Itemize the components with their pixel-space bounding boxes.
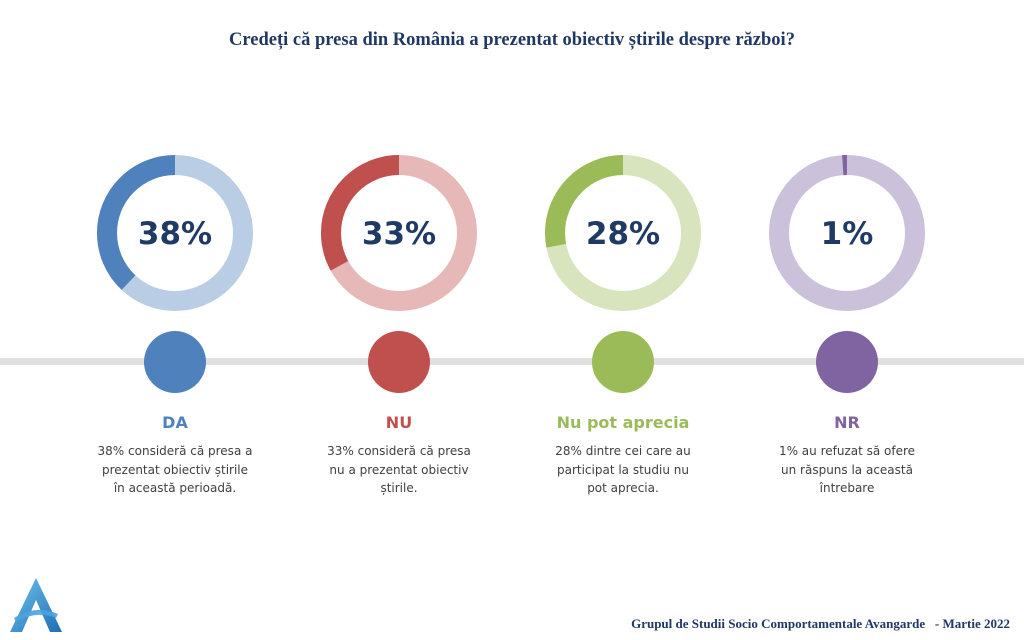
description-line: întrebare [819, 481, 875, 495]
donut-value-nu-pot-aprecia: 28% [586, 216, 660, 252]
category-label-nr: NR [834, 413, 860, 432]
donut-value-da: 38% [138, 216, 212, 252]
chart-title: Credeți că presa din România a prezentat… [229, 30, 795, 50]
category-label-da: DA [162, 413, 188, 432]
description-nu: 33% consideră că presa nu a prezentat obi… [309, 442, 489, 498]
timeline-dot-da [144, 331, 206, 393]
timeline-dot-nr [816, 331, 878, 393]
description-line: un răspuns la această [781, 462, 913, 477]
donut-arc-nu-pot-aprecia [545, 155, 701, 311]
category-label-nu-pot-aprecia: Nu pot aprecia [557, 413, 690, 432]
donut-arc-nr [769, 155, 925, 311]
description-line: pot aprecia. [587, 481, 659, 495]
donut-arc-da [97, 155, 253, 311]
description-line: 38% consideră că presa a [97, 444, 253, 458]
timeline-bar [0, 358, 1024, 365]
description-line: știrile. [380, 481, 418, 495]
description-nr: 1% au refuzat să ofere un răspuns la acea… [757, 442, 937, 498]
description-line: nu a prezentat obiectiv [329, 462, 469, 477]
timeline-dot-nu-pot-aprecia [592, 331, 654, 393]
description-line: în această perioadă. [113, 481, 237, 495]
donut-value-nu: 33% [362, 216, 436, 252]
description-line: 33% consideră că presa [327, 444, 471, 458]
description-line: participat la studiu nu [556, 462, 689, 477]
donut-value-nr: 1% [821, 216, 874, 252]
description-line: 1% au refuzat să ofere [778, 444, 916, 458]
description-line: 28% dintre cei care au [555, 444, 691, 458]
description-da: 38% consideră că presa a prezentat obiect… [85, 442, 265, 498]
footer-source: Grupul de Studii Socio Comportamentale A… [631, 616, 1010, 631]
category-label-nu: NU [386, 413, 412, 432]
avangarde-logo-icon [10, 578, 62, 632]
donut-arc-nu [321, 155, 477, 311]
description-nu-pot-aprecia: 28% dintre cei care au participat la stud… [533, 442, 713, 498]
description-line: prezentat obiectiv știrile [101, 462, 249, 477]
timeline-dot-nu [368, 331, 430, 393]
